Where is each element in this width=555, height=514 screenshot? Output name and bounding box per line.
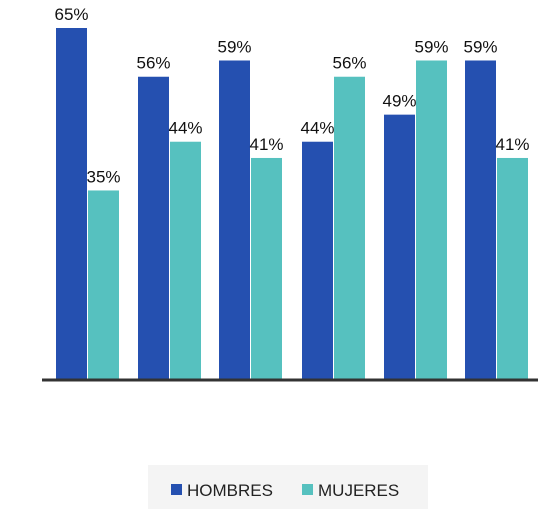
bar-mujeres-5 [416,60,447,380]
data-label-mujeres-6: 41% [495,135,529,154]
bar-hombres-2 [138,76,169,380]
data-label-mujeres-2: 44% [168,119,202,138]
legend-swatch-mujeres [302,484,313,495]
data-label-hombres-3: 59% [217,37,251,56]
data-labels-layer: 65% 56% 59% 44% 49% 59% 35% 44% 41% 56% 59% 41% [54,5,529,186]
data-label-hombres-4: 44% [300,119,334,138]
data-label-mujeres-4: 56% [332,54,366,73]
bar-hombres-6 [465,60,496,380]
bar-mujeres-3 [251,157,282,380]
bar-hombres-1 [56,28,87,380]
legend-background [148,465,428,509]
bar-mujeres-6 [497,157,528,380]
data-label-mujeres-3: 41% [249,135,283,154]
legend: HOMBRES MUJERES [148,465,428,509]
bar-mujeres-2 [170,141,201,380]
bar-mujeres-1 [88,190,119,380]
bars-layer [56,28,528,381]
data-label-hombres-5: 49% [382,92,416,111]
bar-hombres-4 [302,141,333,380]
data-label-hombres-1: 65% [54,5,88,24]
bar-hombres-3 [219,60,250,380]
data-label-hombres-2: 56% [136,54,170,73]
legend-label-mujeres: MUJERES [318,481,399,500]
data-label-mujeres-1: 35% [86,167,120,186]
bar-hombres-5 [384,114,415,381]
bar-mujeres-4 [334,76,365,380]
legend-label-hombres: HOMBRES [187,481,273,500]
data-label-mujeres-5: 59% [414,37,448,56]
data-label-hombres-6: 59% [463,37,497,56]
legend-swatch-hombres [171,484,182,495]
